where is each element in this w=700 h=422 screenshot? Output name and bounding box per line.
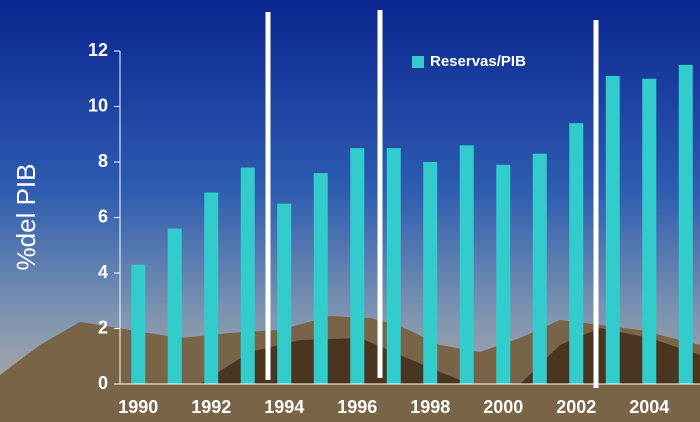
y-tick-label: 0 (98, 373, 108, 393)
legend-label: Reservas/PIB (430, 53, 526, 70)
x-tick-label: 1994 (264, 397, 304, 417)
plot (131, 64, 693, 385)
x-tick-label: 1992 (191, 397, 231, 417)
bar (204, 192, 219, 384)
bar (532, 153, 547, 384)
bar (350, 148, 365, 384)
y-tick-label: 8 (98, 151, 108, 171)
bar (423, 162, 438, 384)
y-tick-label: 6 (98, 206, 108, 226)
x-tick-label: 1998 (410, 397, 450, 417)
bar (277, 203, 292, 384)
legend-swatch (412, 56, 424, 68)
x-tick-label: 2002 (556, 397, 596, 417)
y-tick-label: 12 (88, 40, 108, 60)
bar (240, 167, 255, 384)
x-tick-label: 2004 (629, 397, 669, 417)
bar (459, 145, 474, 384)
y-tick-label: 10 (88, 95, 108, 115)
bar (642, 78, 657, 384)
x-tick-label: 1996 (337, 397, 377, 417)
y-tick-label: 4 (98, 262, 108, 282)
bar (496, 164, 511, 384)
bar (605, 75, 620, 384)
bar (131, 264, 146, 384)
x-tick-label: 2000 (483, 397, 523, 417)
x-tick-label: 1990 (118, 397, 158, 417)
bar (386, 148, 401, 384)
y-axis-title: %del PIB (11, 164, 41, 271)
bar (678, 64, 693, 384)
bar (569, 123, 584, 385)
bar (313, 173, 328, 384)
y-tick-label: 2 (98, 317, 108, 337)
bar (167, 228, 182, 384)
